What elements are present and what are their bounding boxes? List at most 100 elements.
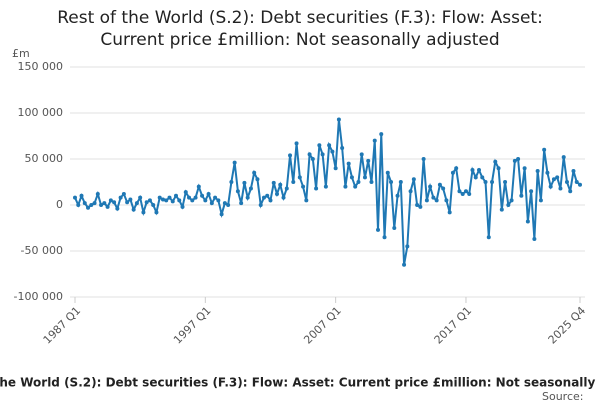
point <box>551 177 556 182</box>
point <box>229 180 234 184</box>
point <box>538 198 543 203</box>
y-tick-label: 100 000 <box>18 106 64 119</box>
point <box>564 180 569 184</box>
point <box>450 170 455 175</box>
point <box>434 198 439 203</box>
point <box>261 195 266 200</box>
point <box>444 198 449 203</box>
point <box>232 160 237 165</box>
point <box>239 201 244 206</box>
point <box>366 158 371 163</box>
source: Source: <box>542 390 584 400</box>
point <box>147 198 152 203</box>
point <box>157 195 162 200</box>
point <box>473 175 478 180</box>
point <box>447 210 452 215</box>
point <box>177 198 182 203</box>
point <box>138 195 143 200</box>
point <box>79 193 84 198</box>
point <box>82 201 87 206</box>
y-tick-label: 150 000 <box>18 60 64 73</box>
point <box>294 141 299 146</box>
point <box>314 186 319 191</box>
point <box>356 180 361 184</box>
point <box>463 189 468 194</box>
point <box>405 244 410 249</box>
point <box>291 180 296 184</box>
point <box>470 168 475 173</box>
y-tick-label: -50 000 <box>21 244 63 257</box>
point <box>496 166 501 171</box>
point <box>115 206 120 211</box>
point <box>86 205 91 210</box>
point <box>535 168 540 173</box>
point <box>571 168 576 173</box>
point <box>284 186 289 191</box>
point <box>327 143 332 148</box>
point <box>297 175 302 180</box>
point <box>219 212 224 217</box>
line-series <box>74 119 581 265</box>
point <box>170 199 175 204</box>
point <box>437 182 442 187</box>
point <box>522 166 527 171</box>
point <box>330 149 335 154</box>
point <box>121 191 126 196</box>
point <box>95 191 100 196</box>
point <box>301 184 306 189</box>
point <box>134 201 139 206</box>
point <box>206 191 211 196</box>
point <box>512 158 517 163</box>
point <box>118 195 123 200</box>
point <box>418 204 423 209</box>
x-tick-label: 2017 Q1 <box>432 304 475 347</box>
point <box>167 195 172 200</box>
point <box>151 203 156 207</box>
point <box>209 201 214 206</box>
point <box>248 186 253 191</box>
x-tick-label: 2007 Q1 <box>301 304 344 347</box>
point <box>477 168 481 173</box>
point <box>545 170 550 175</box>
point <box>76 203 81 207</box>
y-tick-label: 50 000 <box>25 152 64 165</box>
point <box>503 180 508 184</box>
point <box>519 193 524 198</box>
point <box>372 138 377 143</box>
point <box>376 227 380 232</box>
point <box>112 200 117 205</box>
point <box>340 145 345 150</box>
point <box>568 189 573 194</box>
point <box>369 180 374 184</box>
point <box>141 210 146 215</box>
point <box>160 197 165 202</box>
point <box>343 184 348 189</box>
point <box>307 152 312 157</box>
point <box>558 186 563 191</box>
point <box>424 198 429 203</box>
point <box>532 237 537 242</box>
point <box>99 203 104 207</box>
y-axis-label: £m <box>12 47 30 60</box>
point <box>411 177 416 182</box>
point <box>454 166 459 171</box>
footer-title: Rest of the World (S.2): Debt securities… <box>0 376 600 390</box>
point <box>336 117 341 122</box>
point <box>180 204 185 209</box>
chart-title: Current price £million: Not seasonally a… <box>100 30 499 50</box>
point <box>516 157 521 161</box>
point <box>105 204 110 209</box>
point <box>431 195 436 200</box>
point <box>379 132 384 137</box>
x-tick-label: 1987 Q1 <box>41 304 84 347</box>
point <box>144 200 149 205</box>
point <box>402 262 407 267</box>
point <box>245 195 250 200</box>
point <box>486 235 491 240</box>
point <box>235 189 240 194</box>
point <box>131 207 136 212</box>
point <box>317 143 322 148</box>
point <box>265 193 270 198</box>
chart-title: Rest of the World (S.2): Debt securities… <box>57 8 543 28</box>
